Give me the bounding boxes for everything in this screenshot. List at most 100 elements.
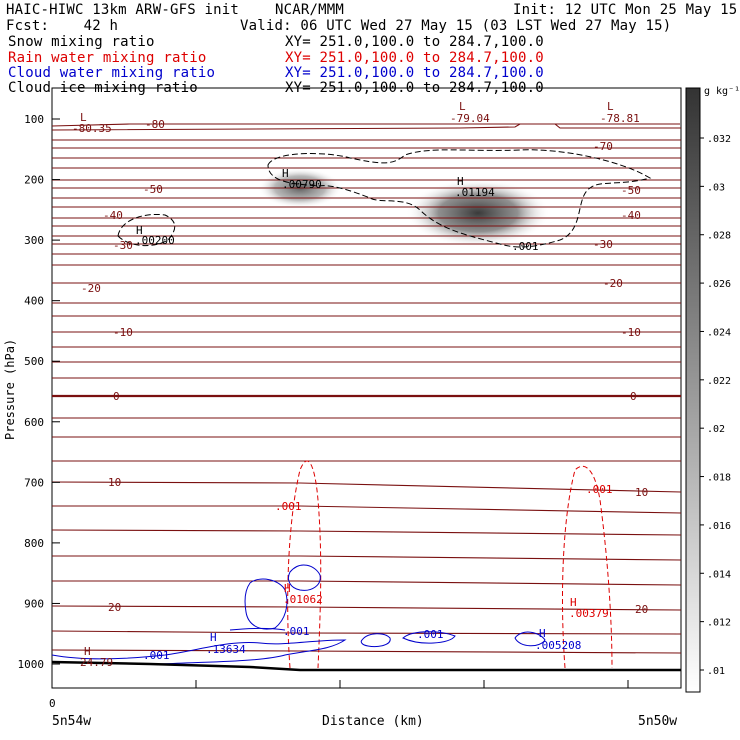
isotherm-labels: -80 -70 -50 -50 -40 -40 -30 -30 -20 -20 …	[81, 118, 648, 616]
isotherm-label: 0	[113, 390, 120, 403]
isotherm-label: -50	[143, 183, 163, 196]
colorbar-ticks: .01 .012 .014 .016 .018 .02 .022 .024 .026 .028 .0…	[700, 134, 731, 677]
y-tick-label: 1000	[18, 658, 45, 671]
x-left-label: 5n54w	[52, 714, 91, 729]
isotherm-label: 20	[635, 603, 648, 616]
cloud-water-contour-label: .001	[143, 649, 170, 662]
init-time: Init: 12 UTC Mon 25 May 15	[513, 2, 738, 18]
cloud-water-contour	[360, 633, 391, 648]
colorbar-tick-label: .016	[707, 521, 731, 532]
cloud-water-contour	[287, 564, 321, 591]
snow-max-mark: H	[136, 224, 143, 237]
extremum-mark: H	[84, 645, 91, 658]
cloud-water-contour	[402, 631, 456, 644]
rain-max-mark: H	[570, 596, 577, 609]
field-snow-name: Snow mixing ratio	[8, 34, 155, 50]
isotherm-line	[52, 505, 682, 514]
isotherm-line	[51, 481, 682, 493]
isotherm-label: -40	[621, 209, 641, 222]
isotherm-line	[51, 123, 680, 127]
field-cloud-water-xy: XY= 251.0,100.0 to 284.7,100.0	[285, 65, 544, 81]
y-tick-label: 600	[24, 416, 44, 429]
colorbar: g kg⁻¹ .01 .012 .014 .016 .018 .02 .022 .024 .02…	[685, 86, 740, 693]
field-rain-name: Rain water mixing ratio	[8, 50, 207, 66]
colorbar-tick-label: .022	[707, 376, 731, 387]
y-tick-label: 400	[24, 295, 44, 308]
y-tick-label: 100	[24, 113, 44, 126]
extremum-mark: L	[459, 100, 466, 113]
rain-labels: .001 .001 H .01062 H .00379	[275, 483, 613, 620]
isotherm-label: 10	[635, 486, 648, 499]
pressure-axis: 100 200 300 400 500 600 700 800 900 1000	[18, 113, 60, 671]
rain-contour-left	[287, 460, 322, 669]
temperature-extrema: L -80.35 L -79.04 L -78.81 H 24.79	[72, 100, 640, 669]
y-tick-label: 900	[24, 597, 44, 610]
rain-water-contours	[287, 460, 613, 669]
cloud-water-contours	[51, 564, 546, 665]
colorbar-tick-label: .02	[707, 424, 725, 435]
isotherm-label: -80	[145, 118, 165, 131]
isotherm-lines	[51, 123, 682, 654]
field-rain-xy: XY= 251.0,100.0 to 284.7,100.0	[285, 50, 544, 66]
cloud-water-labels: .001 .001 .001 H .13634 H .005208	[143, 625, 581, 662]
isotherm-line	[51, 649, 682, 654]
snow-max-mark: H	[457, 175, 464, 188]
field-snow-xy: XY= 251.0,100.0 to 284.7,100.0	[285, 34, 544, 50]
extremum-value: -79.04	[450, 112, 490, 125]
y-tick-label: 500	[24, 355, 44, 368]
isotherm-label: -50	[621, 184, 641, 197]
y-tick-label: 700	[24, 476, 44, 489]
cloud-water-max-mark: H	[539, 627, 546, 640]
isotherm-label: -10	[621, 326, 641, 339]
y-axis-title: Pressure (hPa)	[3, 339, 17, 440]
extremum-value: -80.35	[72, 122, 112, 135]
x-axis-title: Distance (km)	[322, 714, 424, 729]
isotherm-label: -30	[113, 239, 133, 252]
isotherm-label: -20	[603, 277, 623, 290]
cloud-water-contour	[244, 578, 288, 630]
snow-max-value: .00200	[135, 234, 175, 247]
cloud-water-max-value: .005208	[535, 639, 581, 652]
extremum-value: -78.81	[600, 112, 640, 125]
isotherm-label: -70	[593, 140, 613, 153]
institution-label: NCAR/MMM	[275, 2, 345, 18]
isotherm-line	[51, 605, 682, 611]
rain-max-value: .00379	[569, 607, 609, 620]
colorbar-tick-label: .03	[707, 182, 725, 193]
cloud-water-max-mark: H	[210, 631, 217, 644]
isotherm-line	[52, 555, 682, 561]
snow-contour-label: .001	[512, 240, 539, 253]
colorbar-tick-label: .026	[707, 279, 731, 290]
isotherm-label: 10	[108, 476, 121, 489]
forecast-hour: Fcst: 42 h	[6, 18, 119, 34]
snow-maxima: H .00790 H .01194 H .00200 .001	[135, 167, 539, 253]
colorbar-tick-label: .028	[707, 231, 731, 242]
isotherm-label: 20	[108, 601, 121, 614]
isotherm-line	[51, 123, 681, 131]
snow-max-value: .00790	[282, 178, 322, 191]
colorbar-tick-label: .01	[707, 666, 725, 677]
x-zero-tick-label: 0	[49, 697, 56, 710]
rain-max-value: .01062	[283, 593, 323, 606]
isotherm-label: -20	[81, 282, 101, 295]
cloud-water-contour	[229, 628, 286, 631]
field-cloud-water-name: Cloud water mixing ratio	[8, 65, 216, 81]
extremum-value: 24.79	[80, 656, 113, 669]
y-tick-label: 200	[24, 174, 44, 187]
extremum-mark: L	[80, 111, 87, 124]
distance-axis	[51, 680, 629, 688]
colorbar-scale	[685, 87, 701, 693]
snow-max-value: .01194	[455, 186, 495, 199]
isotherm-label: 0	[630, 390, 637, 403]
cloud-water-contour	[51, 639, 347, 665]
model-title: HAIC-HIWC 13km ARW-GFS init	[6, 2, 239, 18]
isotherm-line	[51, 630, 682, 635]
terrain-line	[51, 660, 681, 672]
cloud-water-max-value: .13634	[206, 643, 246, 656]
cloud-water-contour-label: .001	[283, 625, 310, 638]
extremum-mark: L	[607, 100, 614, 113]
colorbar-tick-label: .024	[707, 327, 731, 338]
colorbar-tick-label: .032	[707, 134, 731, 145]
rain-contour-label: .001	[275, 500, 302, 513]
